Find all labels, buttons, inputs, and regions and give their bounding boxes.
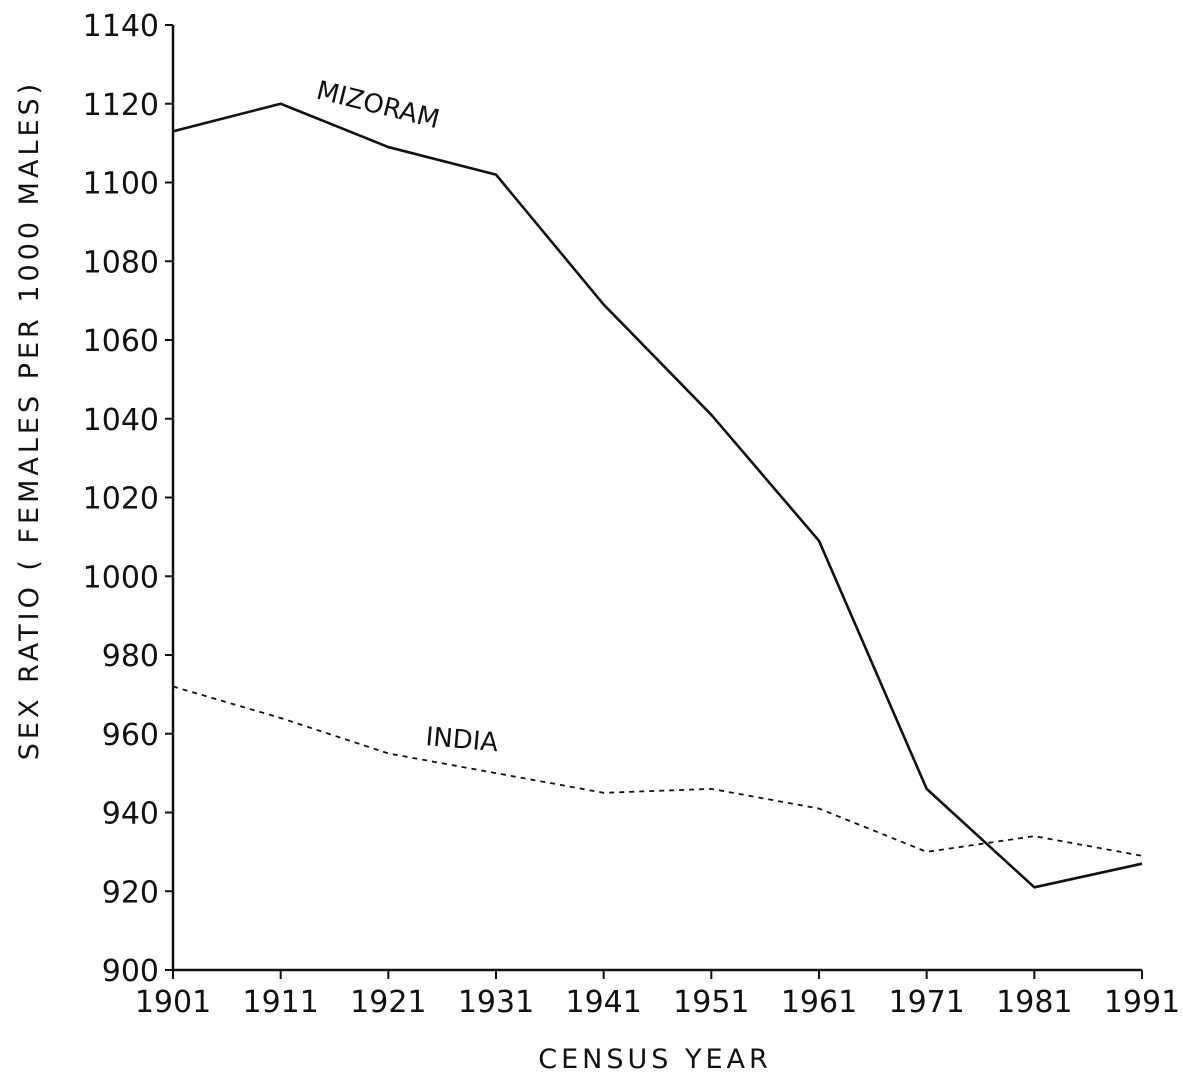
- y-tick-label: 980: [102, 639, 159, 674]
- y-tick-label: 960: [102, 718, 159, 753]
- y-tick-label: 1060: [83, 324, 159, 359]
- y-tick-label: 1140: [83, 9, 159, 44]
- x-tick-label: 1971: [888, 985, 964, 1020]
- x-tick-label: 1901: [135, 985, 211, 1020]
- y-ticks: 900 920 940 960 980 1000 1020 1040 1060 1080 1100 1…: [83, 9, 173, 989]
- y-tick-label: 920: [102, 875, 159, 910]
- x-tick-label: 1961: [781, 985, 857, 1020]
- y-tick-label: 900: [102, 954, 159, 989]
- series-line-india: [172, 685, 1143, 857]
- y-tick-label: 1080: [83, 245, 159, 280]
- series-label-india: INDIA: [424, 722, 499, 758]
- y-tick-label: 1000: [83, 560, 159, 595]
- x-axis-title: CENSUS YEAR: [538, 1044, 772, 1075]
- y-tick-label: 940: [102, 797, 159, 832]
- y-axis-title: SEX RATIO ( FEMALES PER 1000 MALES): [14, 80, 45, 760]
- series-lines: [172, 102, 1143, 889]
- x-ticks: 1901 1911 1921 1931 1941 1951 1961 1971 1981 1991: [135, 970, 1180, 1020]
- y-tick-label: 1020: [83, 482, 159, 517]
- x-tick-label: 1981: [996, 985, 1072, 1020]
- series-line-mizoram: [172, 102, 1143, 889]
- x-tick-label: 1941: [565, 985, 641, 1020]
- y-tick-label: 1120: [83, 88, 159, 123]
- x-tick-label: 1951: [673, 985, 749, 1020]
- x-tick-label: 1991: [1104, 985, 1180, 1020]
- x-tick-label: 1921: [350, 985, 426, 1020]
- series-label-mizoram: MIZORAM: [313, 76, 442, 135]
- y-tick-label: 1100: [83, 167, 159, 202]
- x-tick-label: 1911: [242, 985, 318, 1020]
- y-tick-label: 1040: [83, 403, 159, 438]
- x-tick-label: 1931: [458, 985, 534, 1020]
